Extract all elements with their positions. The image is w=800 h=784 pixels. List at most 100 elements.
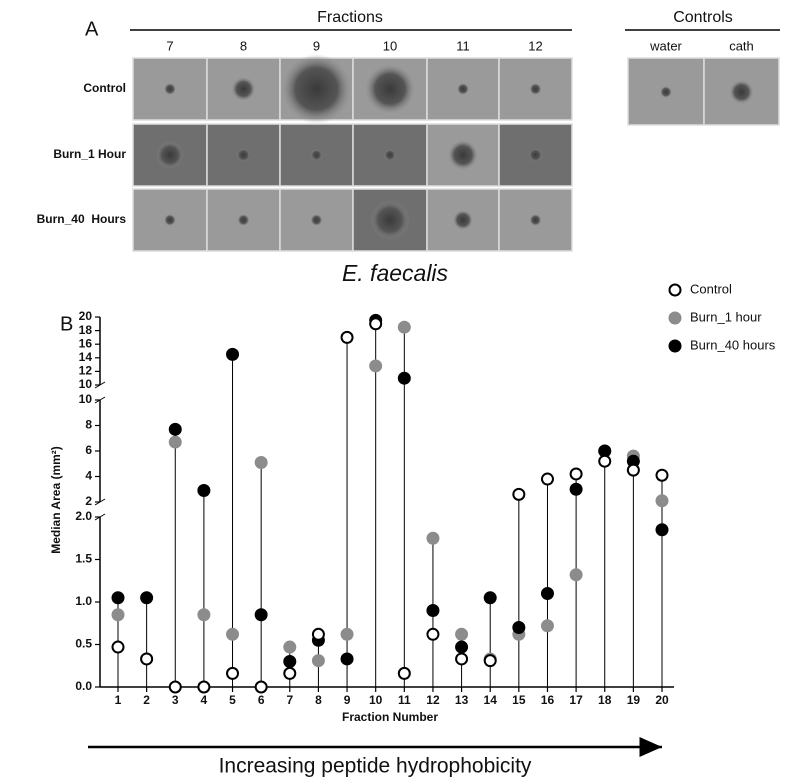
point [426, 604, 440, 617]
point [483, 654, 497, 668]
zone [231, 77, 256, 101]
point [369, 317, 383, 331]
zone [384, 149, 396, 161]
zone [164, 214, 176, 226]
point [111, 640, 125, 654]
point [283, 640, 297, 654]
zone [660, 86, 672, 98]
x-tick-label: 12 [426, 693, 440, 707]
x-axis-label: Fraction Number [342, 710, 438, 724]
point [197, 484, 211, 498]
row-label: Control [83, 81, 126, 95]
y-tick-label: 2 [85, 494, 92, 508]
point [655, 494, 669, 508]
legend-label: Burn_40 hours [690, 337, 776, 352]
point [140, 652, 154, 666]
point [311, 627, 325, 641]
zone [729, 80, 754, 104]
point [283, 666, 297, 680]
point [426, 531, 440, 545]
y-tick-label: 1.5 [75, 552, 92, 566]
x-tick-label: 3 [172, 693, 179, 707]
x-tick-label: 17 [569, 693, 583, 707]
organism: E. faecalis [342, 260, 449, 286]
point [311, 654, 325, 668]
column-label: 8 [240, 38, 247, 53]
point [197, 608, 211, 622]
x-tick-label: 1 [115, 693, 122, 707]
point [226, 347, 240, 361]
zone [310, 149, 323, 161]
point [540, 619, 554, 633]
point [111, 608, 125, 622]
point [140, 591, 154, 605]
x-tick-label: 13 [455, 693, 469, 707]
zone [529, 83, 542, 95]
y-tick-label: 6 [85, 443, 92, 457]
point [168, 435, 182, 449]
y-tick-label: 12 [79, 364, 93, 378]
y-tick-label: 4 [85, 469, 92, 483]
zone [236, 148, 251, 162]
y-tick-label: 0.0 [75, 679, 92, 693]
point [397, 371, 411, 385]
point [655, 468, 669, 482]
x-tick-label: 2 [143, 693, 150, 707]
point [483, 591, 497, 605]
point [540, 472, 554, 486]
y-tick-label: 20 [79, 309, 93, 323]
zone [370, 200, 410, 240]
zone [365, 64, 415, 114]
x-tick-label: 16 [541, 693, 555, 707]
row-label: Burn_1 Hour [53, 147, 126, 161]
zone [453, 210, 473, 230]
point [569, 568, 583, 582]
point [340, 652, 354, 666]
column-label: 9 [313, 38, 320, 53]
point [254, 455, 268, 469]
x-tick-label: 7 [286, 693, 293, 707]
point [426, 627, 440, 641]
point [455, 640, 469, 654]
point [397, 666, 411, 680]
fractions-title: Fractions [317, 9, 383, 26]
point [540, 587, 554, 600]
point [569, 482, 583, 496]
zone [529, 214, 542, 226]
panel-a: A Fractions Controls E. faecalis [85, 9, 780, 286]
zone [310, 214, 323, 226]
row-label: Burn_40 Hours [37, 212, 127, 226]
zone [528, 148, 543, 162]
legend-label: Control [690, 281, 732, 296]
column-label: water [649, 38, 682, 53]
x-tick-label: 18 [598, 693, 612, 707]
legend-marker [668, 339, 682, 353]
point [197, 680, 211, 694]
plate [132, 123, 208, 187]
zone [156, 141, 184, 169]
point [226, 666, 240, 680]
point [626, 463, 640, 477]
point [397, 320, 411, 334]
legend-label: Burn_1 hour [690, 309, 762, 324]
column-label: 11 [456, 38, 470, 53]
x-tick-label: 10 [369, 693, 383, 707]
point [226, 627, 240, 641]
point [168, 680, 182, 694]
column-label: 12 [528, 38, 542, 53]
y-tick-label: 18 [79, 323, 93, 337]
point [455, 652, 469, 666]
zone [448, 140, 478, 170]
column-label: 7 [166, 38, 173, 53]
point [254, 680, 268, 694]
legend-marker [668, 283, 682, 297]
y-tick-label: 2.0 [75, 509, 92, 523]
controls-title: Controls [673, 9, 733, 26]
zone [281, 54, 352, 124]
point [455, 627, 469, 641]
y-tick-label: 10 [79, 377, 93, 391]
x-tick-label: 5 [229, 693, 236, 707]
point [168, 422, 182, 436]
x-tick-label: 20 [655, 693, 669, 707]
